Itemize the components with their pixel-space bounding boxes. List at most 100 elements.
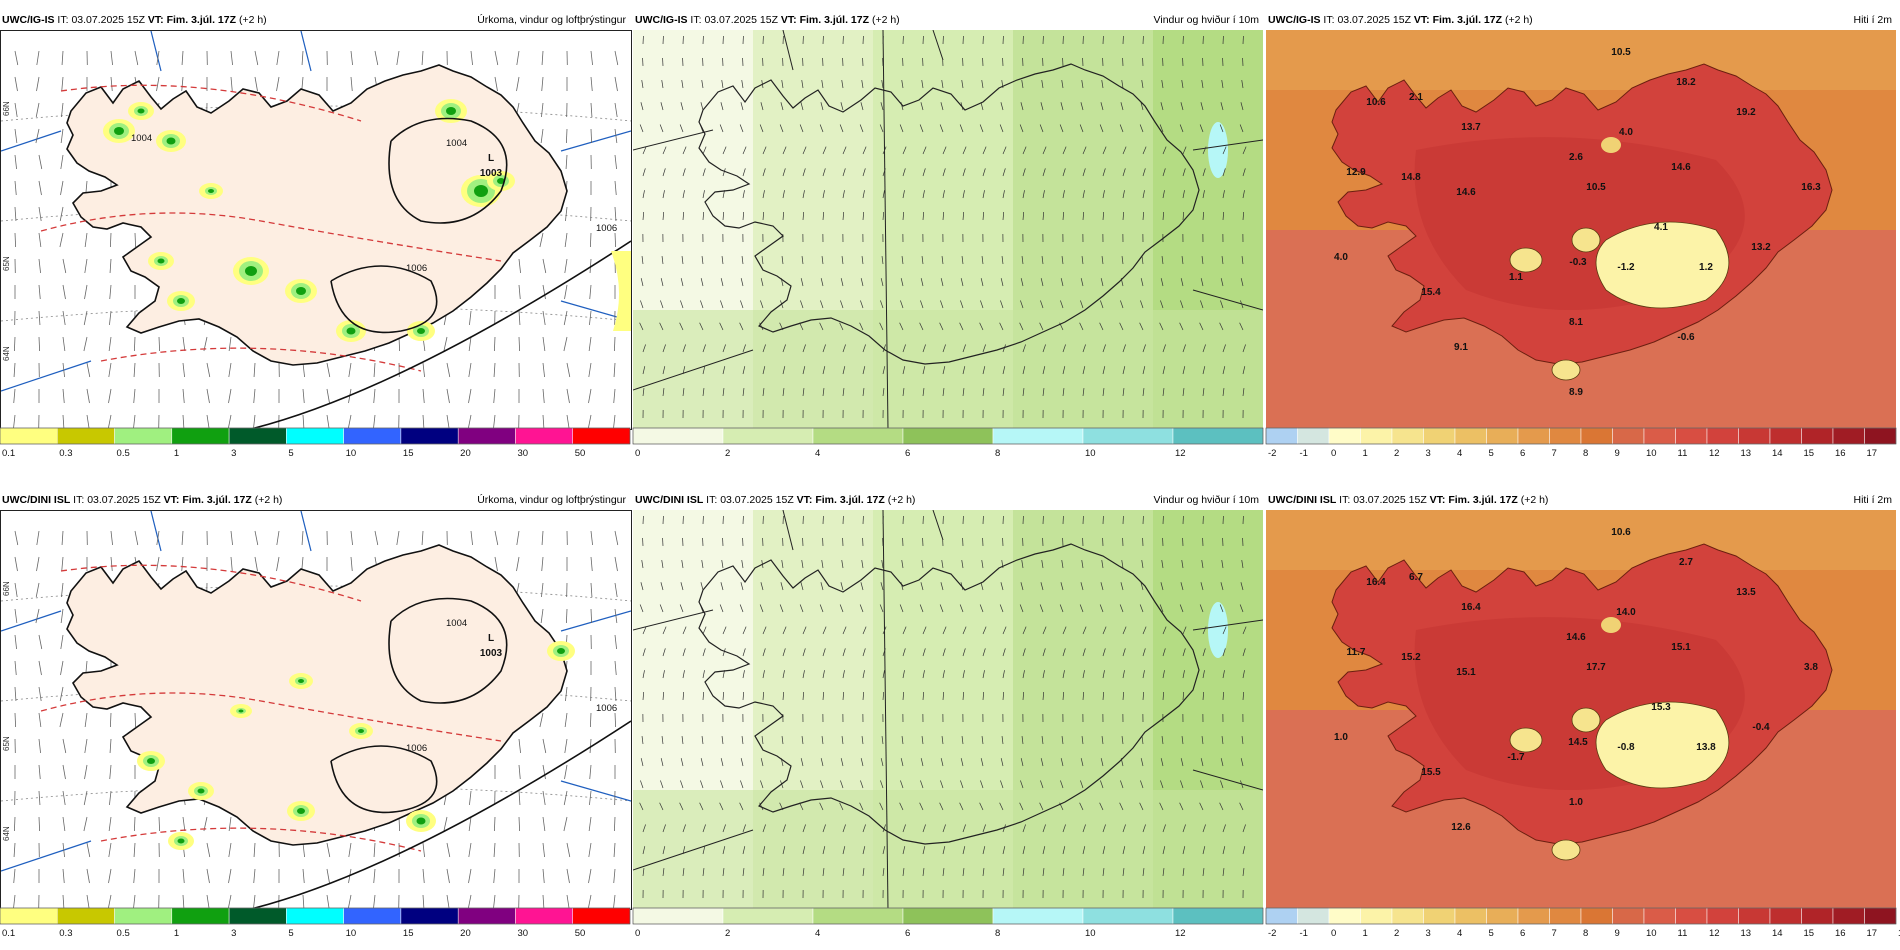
colorbar-tick: 0 — [635, 448, 640, 459]
colorbar-swatch — [1864, 427, 1897, 445]
wind-map — [633, 30, 1263, 428]
temp-colorbar: -2 -1 0 1 2 3 4 5 6 7 8 9 10 11 12 13 14 15 16 17 — [1265, 427, 1897, 462]
colorbar-tick: 9 — [1615, 448, 1620, 459]
panel-title: Úrkoma, vindur og loftþrýstingur — [477, 494, 626, 506]
colorbar-swatch — [1486, 427, 1519, 445]
wind-panel-dini: UWC/DINI ISL IT: 03.07.2025 15Z VT: Fim.… — [632, 490, 1264, 950]
panel-title: Vindur og hviður í 10m — [1153, 494, 1259, 506]
colorbar-svg: 0.1 0.3 0.5 1 3 5 10 15 20 30 50 — [0, 427, 631, 459]
colorbar-swatch — [1517, 907, 1550, 925]
colorbar-tick: 3 — [231, 448, 236, 459]
colorbar-swatch — [572, 907, 631, 925]
colorbar-tick: -1 — [1300, 448, 1308, 459]
colorbar-tick: 30 — [517, 448, 528, 459]
colorbar-swatch — [228, 907, 287, 925]
colorbar-tick: 8 — [1583, 448, 1588, 459]
temp-colorbar: -2-10123456789101112131415161718 — [1265, 907, 1900, 942]
colorbar-swatch — [812, 907, 904, 925]
colorbar-swatch — [1738, 907, 1771, 925]
colorbar-tick: 50 — [575, 928, 586, 939]
temperature-label: 9.1 — [1454, 342, 1468, 353]
colorbar-swatch — [1517, 427, 1550, 445]
colorbar-swatch — [572, 427, 631, 445]
colorbar-tick: 2 — [1394, 928, 1399, 939]
temperature-label: 10.6 — [1611, 527, 1631, 538]
precip-map-svg: L 1003 1004 1006 1006 66N 65N 64N — [1, 511, 631, 909]
colorbar-swatch — [902, 907, 994, 925]
colorbar-swatch — [114, 427, 173, 445]
colorbar-swatch — [286, 427, 344, 445]
colorbar-tick: 13 — [1741, 928, 1752, 939]
colorbar-swatch — [57, 427, 115, 445]
panel-title: Hiti í 2m — [1853, 494, 1892, 506]
colorbar-swatch — [171, 907, 230, 925]
temperature-label: 1.1 — [1509, 272, 1523, 283]
colorbar-tick: 10 — [1646, 928, 1657, 939]
colorbar-swatch — [1675, 907, 1708, 925]
colorbar-swatch — [812, 427, 904, 445]
colorbar-tick: 0 — [1331, 928, 1336, 939]
colorbar-swatch — [1801, 427, 1834, 445]
temperature-label: 8.9 — [1569, 387, 1583, 398]
colorbar-tick: 0.3 — [59, 448, 72, 459]
temperature-label: 8.1 — [1569, 317, 1583, 328]
colorbar-tick: 6 — [905, 928, 910, 939]
isobar-label: 1006 — [406, 263, 427, 274]
colorbar-tick: 9 — [1615, 928, 1620, 939]
colorbar-swatch — [1769, 427, 1802, 445]
latitude-label: 66N — [2, 581, 11, 596]
colorbar-swatch — [1486, 907, 1519, 925]
temperature-label: 12.6 — [1451, 822, 1471, 833]
colorbar-swatch — [343, 427, 402, 445]
panel-header: UWC/IG-IS IT: 03.07.2025 15Z VT: Fim. 3.… — [1266, 10, 1896, 30]
colorbar-tick: 3 — [1426, 448, 1431, 459]
temperature-label: 4.0 — [1619, 127, 1633, 138]
colorbar-swatch — [1082, 907, 1174, 925]
low-pressure-value: 1003 — [480, 648, 503, 659]
wind-colorbar: 0 2 4 6 8 10 12 — [632, 907, 1264, 942]
wind-map-svg — [633, 30, 1263, 428]
colorbar-tick: 18 — [1898, 928, 1900, 939]
colorbar-swatch — [1864, 907, 1897, 925]
colorbar-swatch — [228, 427, 287, 445]
colorbar-tick: 15 — [403, 448, 414, 459]
model-name: UWC/DINI ISL — [2, 494, 71, 506]
temp-panel-ig: UWC/IG-IS IT: 03.07.2025 15Z VT: Fim. 3.… — [1265, 10, 1897, 470]
colorbar-tick: -1 — [1300, 928, 1308, 939]
colorbar-tick: 14 — [1772, 448, 1783, 459]
temperature-label: 10.5 — [1586, 182, 1606, 193]
colorbar-swatch — [1612, 907, 1645, 925]
colorbar-swatch — [400, 427, 459, 445]
precip-colorbar: 0.1 0.3 0.5 1 3 5 10 15 20 30 50 — [0, 907, 631, 942]
temperature-label: -0.4 — [1752, 722, 1770, 733]
colorbar-swatch — [1612, 427, 1645, 445]
colorbar-swatch — [1643, 907, 1676, 925]
colorbar-tick: 30 — [517, 928, 528, 939]
latitude-label: 66N — [2, 101, 11, 116]
temperature-label: 12.9 — [1346, 167, 1366, 178]
isobar-label: 1004 — [446, 138, 467, 149]
isobar-label: 1006 — [596, 223, 617, 234]
colorbar-tick: 5 — [288, 928, 293, 939]
panel-header: UWC/IG-IS IT: 03.07.2025 15Z VT: Fim. 3.… — [0, 10, 630, 30]
colorbar-swatch — [1360, 907, 1393, 925]
colorbar-tick: 20 — [460, 928, 471, 939]
colorbar-swatch — [1360, 427, 1393, 445]
low-pressure-label: L — [488, 633, 494, 644]
colorbar-swatch — [515, 427, 573, 445]
colorbar-swatch — [1454, 427, 1487, 445]
colorbar-swatch — [1391, 907, 1424, 925]
temperature-label: 14.8 — [1401, 172, 1421, 183]
precip-panel-ig: UWC/IG-IS IT: 03.07.2025 15Z VT: Fim. 3.… — [0, 10, 632, 470]
colorbar-tick: 0.5 — [117, 448, 130, 459]
colorbar-swatch — [1454, 907, 1487, 925]
temperature-label: -0.6 — [1677, 332, 1695, 343]
colorbar-tick: 0 — [635, 928, 640, 939]
colorbar-tick: 11 — [1678, 448, 1688, 459]
model-name: UWC/DINI ISL — [1268, 494, 1337, 506]
temperature-label: 13.7 — [1461, 122, 1481, 133]
colorbar-tick: 10 — [1646, 448, 1657, 459]
colorbar-swatch — [632, 907, 724, 925]
temperature-label: 13.2 — [1751, 242, 1771, 253]
colorbar-tick: 2 — [1394, 448, 1399, 459]
